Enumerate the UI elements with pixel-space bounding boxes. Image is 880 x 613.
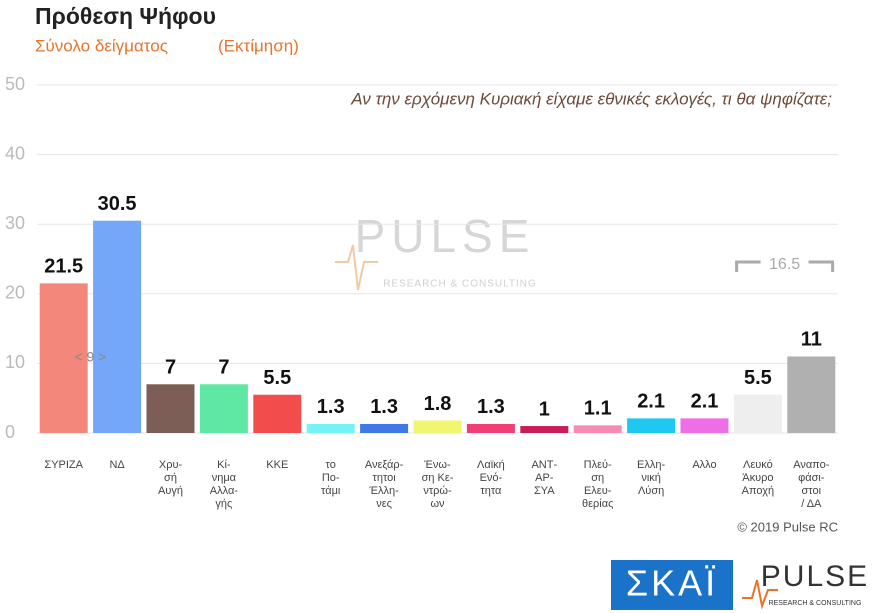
value-label: 5.5: [744, 367, 772, 389]
x-tick-label: το Πο- τάμι: [321, 459, 341, 497]
bar: [360, 423, 409, 433]
annotation-bracket: [808, 260, 835, 272]
value-label: 2.1: [637, 391, 665, 413]
x-tick-label: Λαϊκή Ενό- τητα: [477, 459, 505, 497]
x-tick-label: ΑΝΤ- ΑΡ- ΣΥΑ: [531, 459, 558, 497]
value-label: 7: [218, 357, 229, 379]
value-label: 1.3: [370, 396, 398, 418]
x-tick-label: ΚΚΕ: [266, 459, 289, 471]
annotation: < 9 >: [74, 349, 106, 365]
channel-logo-box: [611, 560, 733, 610]
brand-logo: PULSE: [761, 560, 869, 593]
x-tick-label: ΝΔ: [109, 459, 125, 471]
x-tick-label: Κί- νημα Αλλα- γής: [209, 459, 238, 510]
channel-logo: ΣΚΑΪ: [626, 563, 718, 604]
bar: [733, 394, 782, 433]
value-label: 1.3: [477, 396, 505, 418]
bar: [253, 394, 302, 433]
y-tick-label: 20: [5, 283, 25, 303]
value-label: 11: [801, 329, 822, 351]
y-tick-label: 0: [5, 422, 15, 442]
watermark-icon: [335, 244, 378, 291]
x-tick-label: Λευκό Άκυρο Αποχή: [741, 459, 775, 497]
x-tick-label: ΣΥΡΙΖΑ: [44, 459, 83, 471]
bar: [466, 423, 515, 433]
x-tick-label: Αλλο: [692, 459, 717, 471]
question: Αν την ερχόμενη Κυριακή είχαμε εθνικές ε…: [350, 89, 832, 108]
y-tick-label: 30: [5, 213, 25, 233]
y-tick-label: 10: [5, 352, 25, 372]
bar: [199, 384, 248, 433]
bar: [146, 384, 195, 433]
watermark-brand: PULSE: [355, 210, 536, 262]
bar: [627, 418, 676, 433]
x-tick-label: Ένω- ση Κε- ντρώ- ων: [421, 459, 454, 510]
value-label: 7: [165, 357, 176, 379]
bar: [573, 425, 622, 433]
y-tick-label: 40: [5, 143, 25, 163]
bar: [520, 426, 569, 433]
copyright: © 2019 Pulse RC: [737, 519, 838, 534]
value-label: 1: [539, 398, 550, 420]
brand-icon: [742, 579, 778, 610]
value-label: 30.5: [98, 193, 137, 215]
x-tick-label: Πλεύ- ση Ελευ- θερίας: [581, 459, 614, 510]
bar: [93, 220, 142, 433]
chart-subtitle-note: (Εκτίμηση): [218, 36, 299, 55]
annotation: 16.5: [769, 256, 800, 273]
chart-title: Πρόθεση Ψήφου: [35, 3, 216, 29]
x-tick-label: Ελλη- νική Λύση: [637, 459, 666, 497]
value-label: 1.1: [584, 398, 612, 420]
bar: [306, 423, 355, 433]
brand-tagline: RESEARCH & CONSULTING: [769, 600, 862, 607]
bar: [787, 356, 836, 433]
bar: [680, 418, 729, 433]
watermark-tagline: RESEARCH & CONSULTING: [383, 279, 537, 290]
x-tick-label: Ανεξάρ- τητοι Έλλη- νες: [364, 459, 404, 510]
value-label: 1.8: [424, 393, 452, 415]
y-tick-label: 50: [5, 74, 25, 94]
value-label: 2.1: [691, 391, 719, 413]
annotation-bracket: [735, 260, 761, 272]
x-tick-label: Χρυ- σή Αυγή: [158, 459, 183, 497]
bar: [413, 420, 462, 433]
x-tick-label: Αναπο- φάσι- στοι / ΔΑ: [793, 459, 830, 510]
value-label: 1.3: [317, 396, 345, 418]
value-label: 21.5: [44, 256, 83, 278]
value-label: 5.5: [263, 367, 291, 389]
bar: [39, 283, 88, 433]
chart-subtitle: Σύνολο δείγματος: [35, 36, 168, 55]
